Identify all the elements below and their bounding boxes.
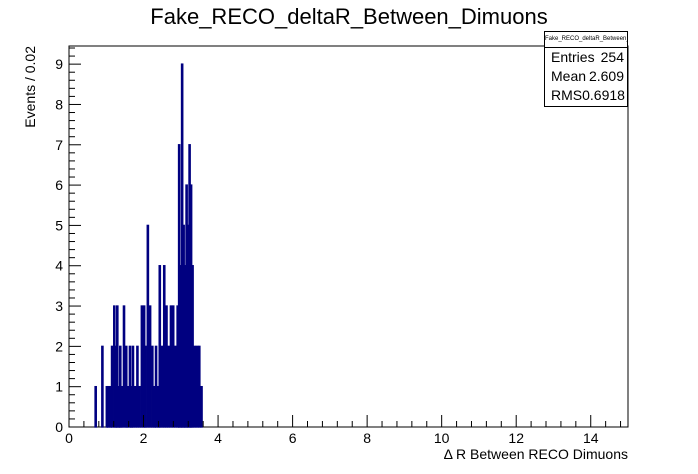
stats-box: Fake_RECO_deltaR_Between_Dimuons Entries… [544,31,628,107]
histogram-bin [171,305,175,428]
stats-row-mean: Mean 2.609 [545,67,627,86]
x-tick-label: 10 [434,430,450,446]
histogram-bin [110,345,114,428]
histogram-bin [151,345,154,428]
y-tick-label: 6 [55,177,63,193]
histogram-bin [131,345,135,428]
histogram-bin [195,345,199,428]
x-tick-label: 14 [583,430,599,446]
y-tick-label: 0 [55,419,63,435]
stats-label: RMS [551,87,583,103]
histogram-bin [174,345,177,428]
y-tick-label: 8 [55,96,63,112]
x-axis-label: Δ R Between RECO Dimuons [444,446,628,462]
histogram-bin [197,345,201,428]
stats-value: 0.6918 [582,87,625,103]
histogram-bin [120,385,124,428]
histogram-bin [193,345,197,428]
stats-box-title: Fake_RECO_deltaR_Between_Dimuons [545,32,627,48]
histogram-bin [116,305,119,428]
histogram-bin [160,345,164,428]
histogram-bin [101,345,104,428]
x-tick-label: 6 [289,430,297,446]
y-tick-label: 9 [55,56,63,72]
histogram-bin [165,305,168,428]
histogram-bin [122,305,126,428]
y-tick-label: 7 [55,137,63,153]
histogram-bin [126,385,130,428]
histogram-bin [140,305,144,428]
y-axis-label: Events / 0.02 [22,46,38,128]
x-tick-label: 4 [214,430,222,446]
x-tick-label: 12 [508,430,524,446]
histogram-bin [133,385,137,428]
histogram-bin [191,265,194,428]
stats-label: Entries [551,49,595,65]
y-tick-label: 3 [55,298,63,314]
histogram-bin [144,345,147,428]
histogram-bin [94,385,97,428]
stats-value: 254 [600,49,624,65]
stats-value: 2.609 [588,68,624,84]
y-tick-label: 2 [55,338,63,354]
histogram-bin [107,385,110,428]
histogram-bin [162,265,166,428]
x-tick-label: 8 [363,430,371,446]
stats-label: Mean [551,68,587,84]
histogram-bin [148,305,152,428]
plot-frame [68,45,629,428]
chart-title: Fake_RECO_deltaR_Between_Dimuons [150,4,548,29]
x-tick-label: 0 [65,430,73,446]
histogram-bin [158,265,162,428]
y-tick-label: 1 [55,379,63,395]
y-tick-label: 4 [55,258,63,274]
histogram-bin [200,385,203,428]
histogram-bin [154,345,158,428]
x-tick-label: 2 [140,430,148,446]
stats-row-entries: Entries 254 [545,48,627,67]
histogram-bin [167,345,171,428]
histogram-bin [146,224,150,428]
y-tick-label: 5 [55,217,63,233]
histogram-bin [136,345,139,428]
histogram-bin [169,305,173,428]
stats-row-rms: RMS 0.6918 [545,86,627,105]
histogram-bin [138,385,141,428]
